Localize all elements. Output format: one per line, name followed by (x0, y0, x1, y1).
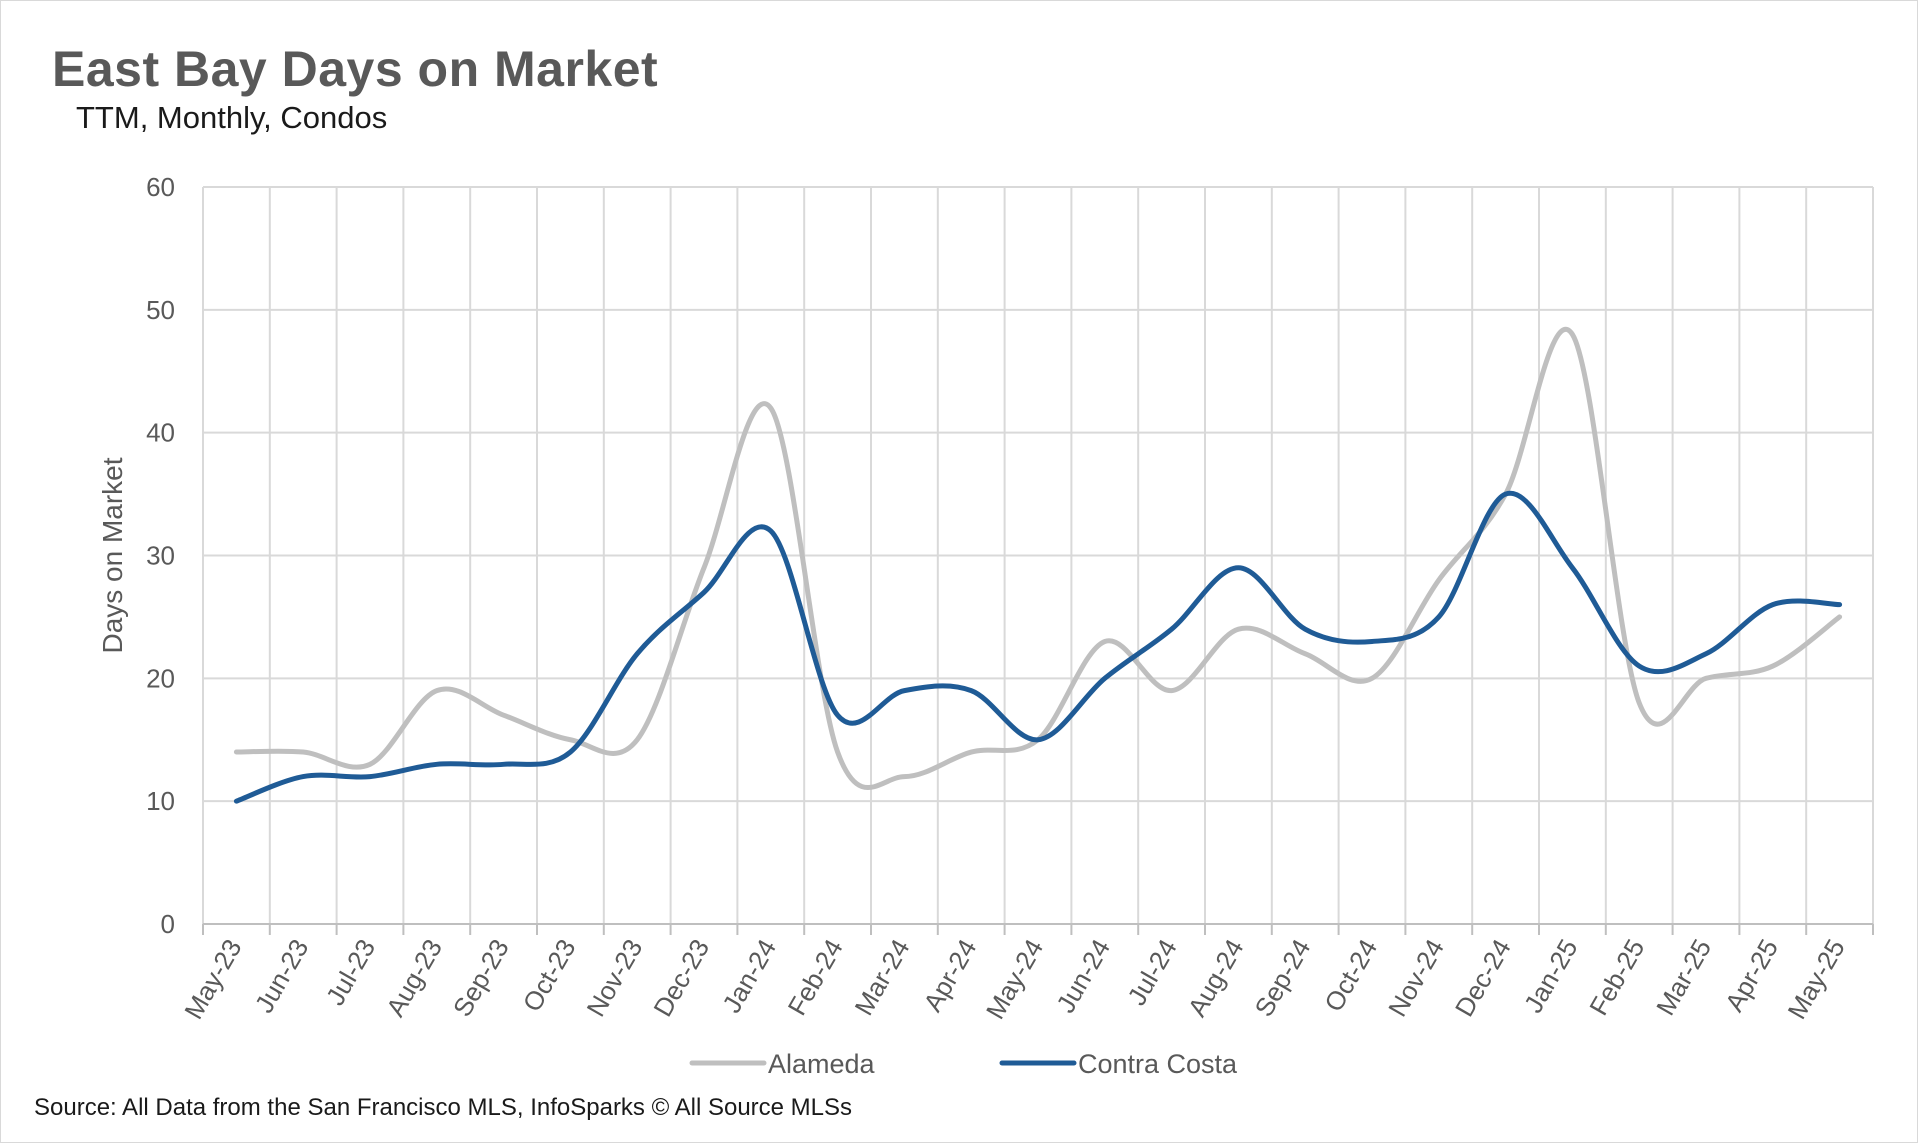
y-tick-label: 50 (146, 295, 175, 325)
x-tick-label: Mar-25 (1650, 934, 1717, 1020)
x-tick-label: Jun-23 (249, 934, 315, 1018)
y-tick-label: 0 (161, 909, 175, 939)
x-tick-label: Dec-24 (1449, 934, 1517, 1022)
x-tick-label: May-25 (1781, 934, 1850, 1024)
x-tick-label: Feb-25 (1583, 934, 1650, 1020)
x-tick-label: May-24 (980, 934, 1049, 1024)
grid (202, 186, 1874, 925)
x-tick-label: Feb-24 (782, 934, 849, 1020)
x-tick-label: Apr-25 (1719, 934, 1784, 1017)
x-tick-label: May-23 (178, 934, 247, 1024)
x-tick-label: Apr-24 (917, 934, 982, 1017)
x-tick-label: Jul-24 (1121, 934, 1182, 1010)
series-line-alameda (233, 327, 1843, 790)
x-tick-label: Aug-23 (380, 934, 448, 1022)
source-note: Source: All Data from the San Francisco … (34, 1094, 853, 1121)
x-tick-label: Jan-24 (716, 934, 782, 1018)
y-tick-label: 30 (146, 541, 175, 571)
series-line-contra-costa (233, 490, 1843, 804)
x-tick-label: Oct-23 (517, 934, 582, 1017)
series (233, 327, 1843, 804)
legend: Alameda Contra Costa (689, 1049, 1238, 1079)
x-tick-label: Nov-23 (581, 934, 649, 1022)
x-tick-label: Dec-23 (647, 934, 715, 1022)
x-tick-label: Sep-23 (447, 934, 515, 1022)
x-tick-label: Nov-24 (1382, 934, 1450, 1022)
chart-title: East Bay Days on Market (52, 41, 659, 97)
y-tick-label: 10 (146, 786, 175, 816)
chart-subtitle: TTM, Monthly, Condos (76, 100, 388, 135)
y-tick-label: 20 (146, 663, 175, 693)
y-axis-title: Days on Market (97, 457, 128, 653)
x-tick-label: Jul-23 (320, 934, 381, 1010)
x-tick-label: Oct-24 (1318, 934, 1383, 1017)
x-tick-label: Jun-24 (1050, 934, 1116, 1018)
y-tick-label: 60 (146, 172, 175, 202)
x-tick-label: Mar-24 (848, 934, 915, 1020)
y-tick-label: 40 (146, 418, 175, 448)
x-tick-label: Sep-24 (1248, 934, 1316, 1022)
legend-label-contra-costa: Contra Costa (1078, 1049, 1238, 1079)
legend-label-alameda: Alameda (768, 1049, 876, 1079)
x-tick-label: Aug-24 (1182, 934, 1250, 1022)
x-tick-label: Jan-25 (1518, 934, 1584, 1018)
